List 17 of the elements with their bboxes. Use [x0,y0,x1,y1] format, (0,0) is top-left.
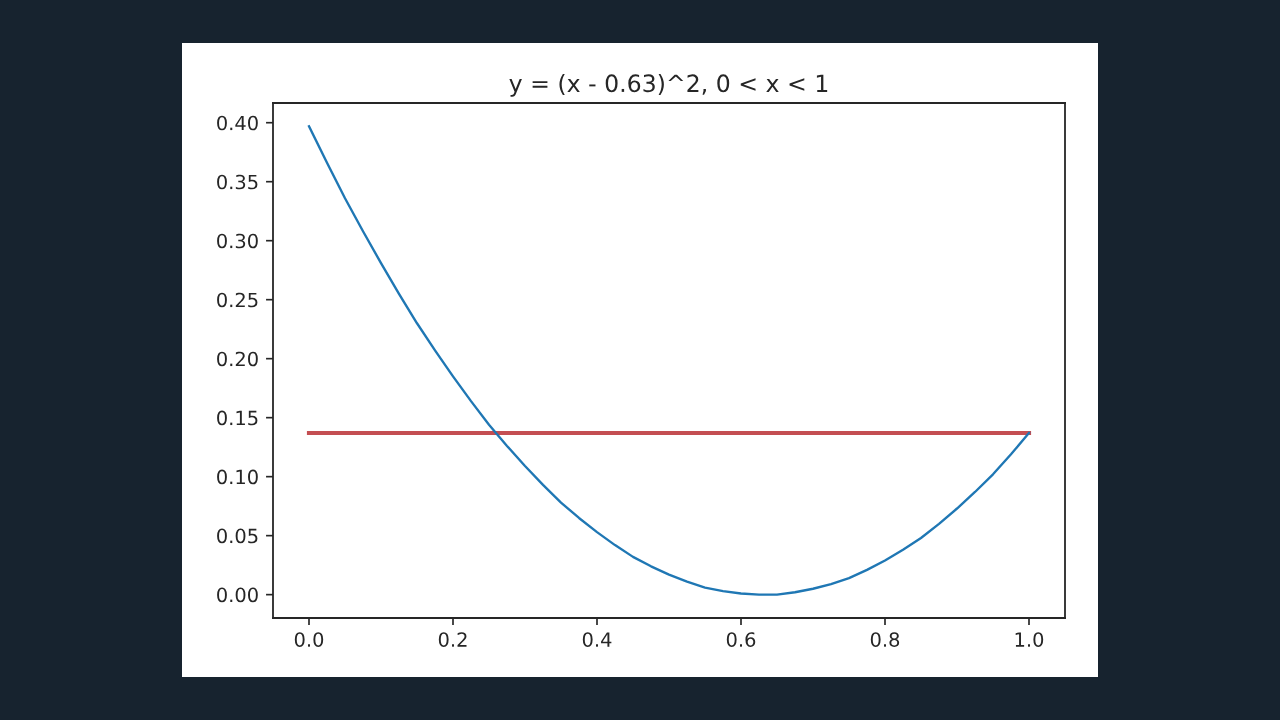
y-tick-label: 0.35 [217,174,258,190]
x-tick-label: 0.0 [294,632,324,647]
y-tick-label: 0.05 [217,528,258,544]
line-series [307,125,1031,596]
y-tick-label: 0.10 [217,469,258,485]
y-tick-label: 0.00 [217,587,258,603]
x-tick-label: 0.4 [582,632,612,647]
y-tick-label: 0.30 [217,233,258,249]
x-tick-label: 0.6 [726,632,756,647]
y-tick-label: 0.25 [217,292,258,308]
y-tick-label: 0.40 [217,115,258,131]
x-tick-label: 0.2 [438,632,467,647]
y-tick-label: 0.20 [217,351,258,367]
chart-title: y = (x - 0.63)^2, 0 < x < 1 [509,73,828,97]
x-tick-label: 1.0 [1015,632,1044,647]
x-tick-label: 0.8 [870,632,900,647]
y-tick-label: 0.15 [217,410,258,426]
